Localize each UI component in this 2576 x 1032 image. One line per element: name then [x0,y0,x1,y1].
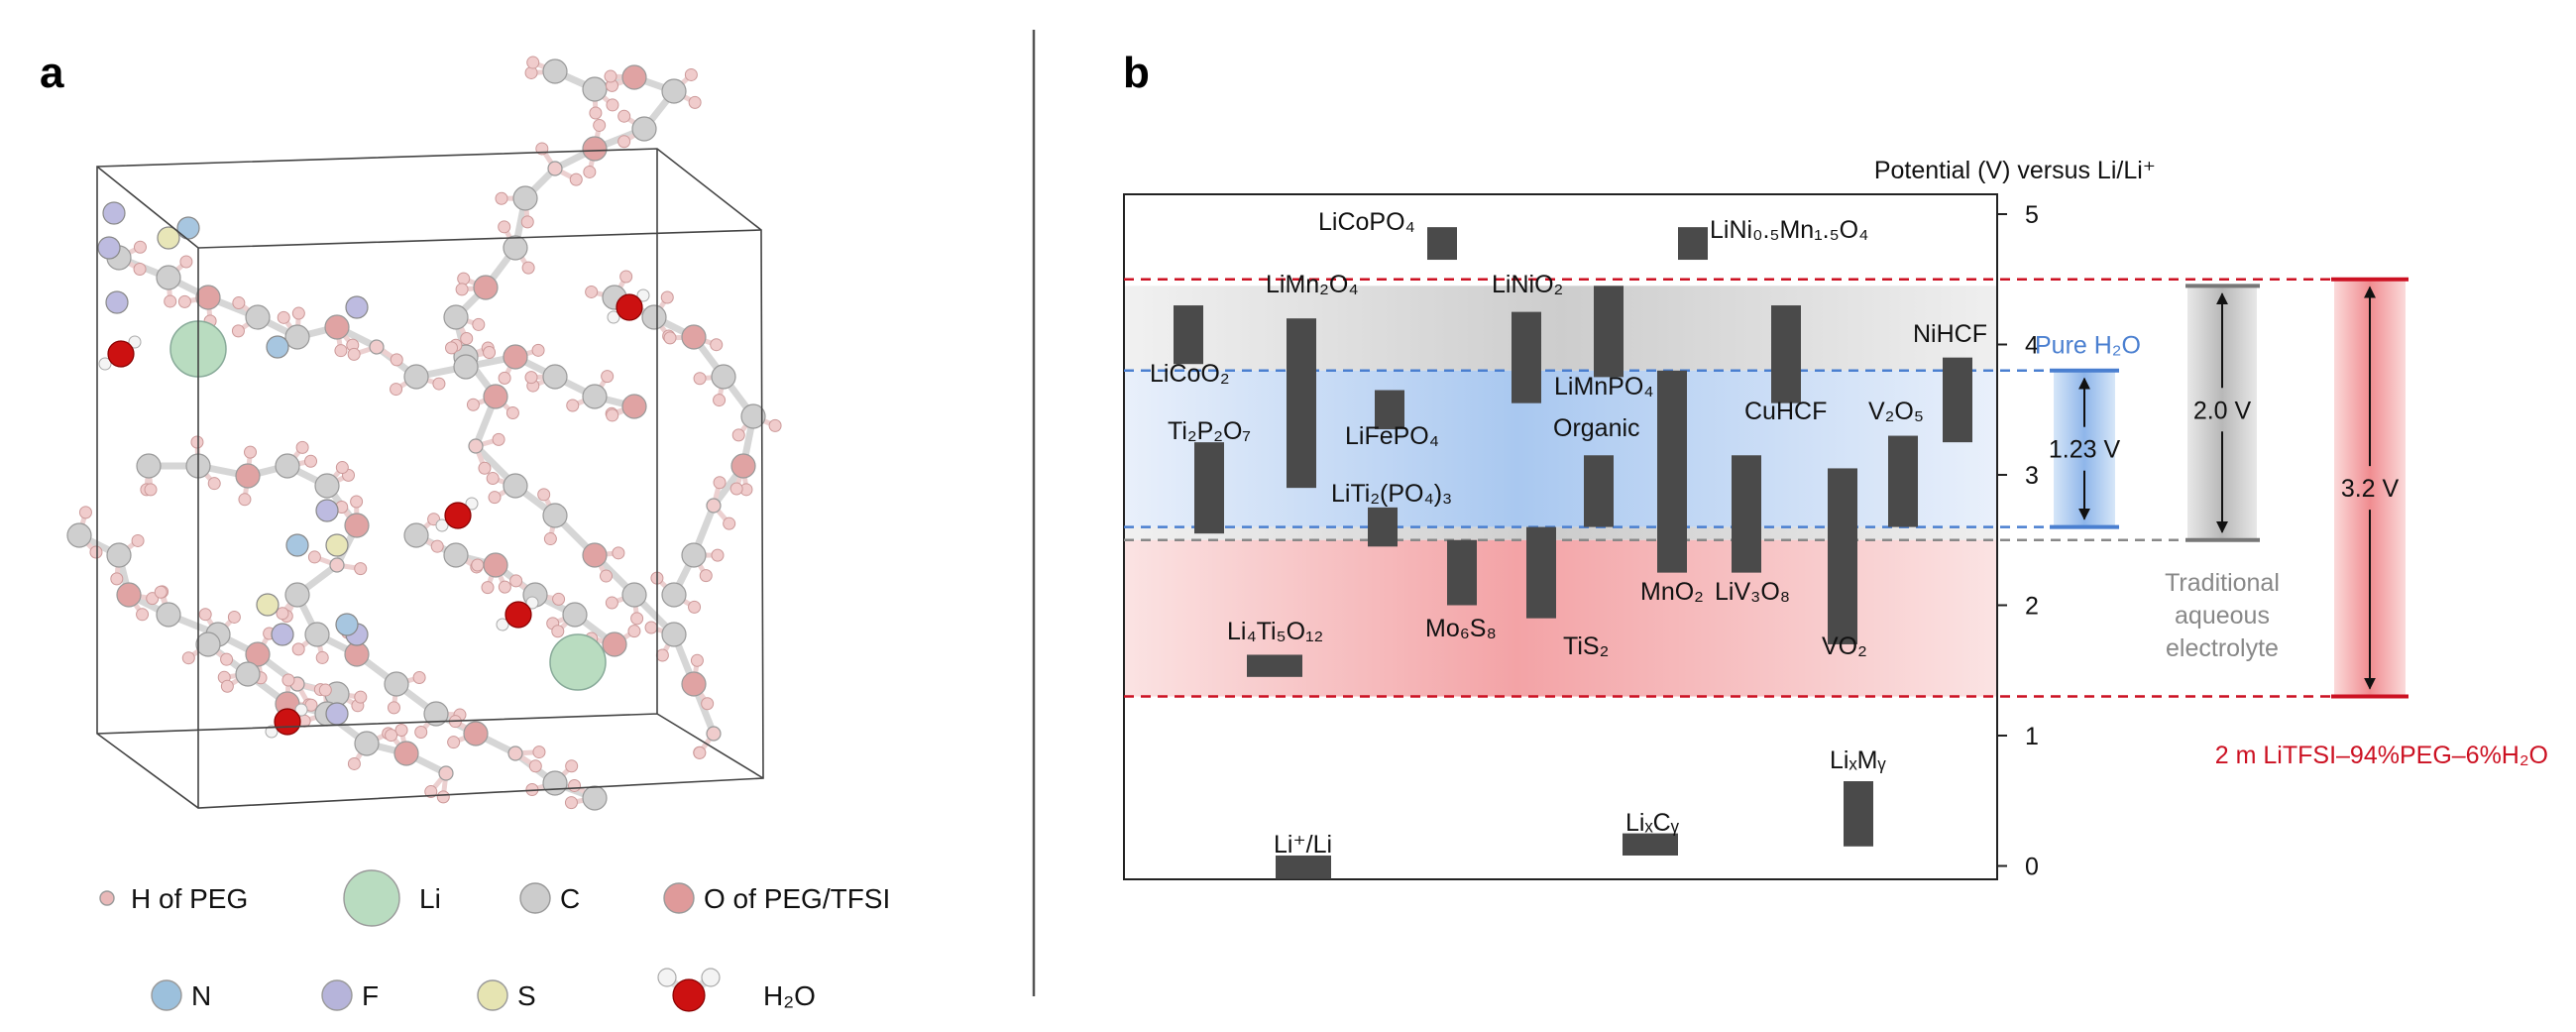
legend-label: S [517,980,536,1011]
material-label-lixcy: LiₓCᵧ [1625,809,1680,837]
material-bar-linio2 [1512,311,1541,403]
material-label-licopo4: LiCoPO₄ [1318,208,1415,236]
tick-label: 4 [2025,332,2039,360]
molecule-atoms [66,56,782,811]
atom-sphere-icon [343,869,400,927]
material-label-cuhcf: CuHCF [1744,398,1827,425]
material-label-limn2o4: LiMn₂O₄ [1266,271,1359,298]
material-label-nihcf: NiHCF [1913,320,1987,348]
legend-item-0: H of PEG [99,883,248,914]
atom-sphere-icon [663,882,695,914]
material-bar-cuhcf [1771,305,1801,403]
material-bar-vo2 [1828,468,1857,644]
legend-label: H of PEG [131,883,248,914]
pure-water-span: 1.23 V [2049,436,2121,464]
material-bar-liv3o8 [1732,455,1761,573]
material-bar-limn2o4 [1287,318,1316,489]
atom-sphere-icon [151,979,182,1011]
material-label-li-li: Li⁺/Li [1274,831,1332,859]
material-bar-organic [1584,455,1614,527]
traditional-window-upper [1124,286,1997,371]
material-label-lifepo4: LiFePO₄ [1345,422,1439,450]
material-bar-mo6s8 [1447,539,1477,606]
tick-label: 2 [2025,593,2039,621]
material-label-ti2p2o7: Ti₂P₂O₇ [1168,417,1251,445]
panel-b-label: b [1123,49,1150,97]
peg-label: 2 m LiTFSI–94%PEG–6%H₂O [2215,742,2548,769]
traditional-span: 2.0 V [2193,397,2252,424]
legend-item-4: N [151,979,211,1011]
material-bar-v2o5 [1888,435,1918,527]
material-bar-licopo4 [1427,227,1457,261]
material-label-lini-mn: LiNi₀.₅Mn₁.₅O₄ [1710,216,1868,244]
panel-a-label: a [40,49,64,97]
atom-legend: H of PEG Li C O of PEG/TFSI N F S H₂O [99,869,890,1012]
axis-title: Potential (V) versus Li/Li⁺ [1874,157,2156,184]
traditional-label-line: aqueous [2175,602,2270,630]
material-label-limnpo4: LiMnPO₄ [1554,373,1654,401]
material-label-v2o5: V₂O₅ [1868,398,1924,425]
water-molecule-icon [657,968,721,1012]
atom-sphere-icon [519,882,551,914]
traditional-label-line: Traditional [2165,569,2280,597]
molecular-structure [66,56,782,811]
material-label-licoo2: LiCoO₂ [1150,360,1230,388]
material-label-organic: Organic [1553,414,1640,442]
legend-label: Li [419,883,441,914]
legend-label: F [362,980,379,1011]
material-label-mo6s8: Mo₆S₈ [1425,615,1497,642]
material-bar-li-li [1276,855,1331,879]
potential-diagram: 5 4 3 2 1 0 Potential (V) versus Li/Li⁺ LiCoPO₄… [1123,157,2548,881]
tick-label: 5 [2025,201,2039,229]
material-label-mno2: MnO₂ [1640,578,1704,606]
tick-label: 1 [2025,723,2039,750]
legend-item-3: O of PEG/TFSI [663,882,890,914]
legend-item-1: Li [343,869,441,927]
material-bar-lifepo4 [1375,390,1404,429]
legend-label: O of PEG/TFSI [704,883,890,914]
material-label-lixmy: LiₓMᵧ [1830,746,1886,774]
atom-sphere-icon [321,979,353,1011]
material-label-liti2po43: LiTi₂(PO₄)₃ [1331,480,1452,508]
legend-item-5: F [321,979,379,1011]
material-label-linio2: LiNiO₂ [1492,271,1563,298]
material-bar-tis2 [1526,526,1556,619]
material-label-li4ti5o12: Li₄Ti₅O₁₂ [1227,618,1323,645]
material-label-vo2: VO₂ [1822,632,1867,660]
legend-label: C [560,883,580,914]
material-label-liv3o8: LiV₃O₈ [1715,578,1790,606]
legend-item-2: C [519,882,580,914]
pure-water-label: Pure H₂O [2035,332,2141,360]
material-bar-lixcy [1623,833,1678,856]
plot-frame [1123,193,1998,880]
tick-label: 0 [2025,854,2039,881]
molecule-bonds [75,59,778,806]
legend-item-6: S [477,979,536,1011]
material-bar-nihcf [1943,357,1972,443]
material-bar-licoo2 [1174,305,1203,365]
legend-item-7: H₂O [657,968,816,1012]
atom-sphere-icon [99,890,115,906]
material-label-tis2: TiS₂ [1563,632,1609,660]
legend-label: N [191,980,211,1011]
material-bar-lini-mn [1678,227,1708,261]
material-bar-li4ti5o12 [1247,654,1302,677]
atom-sphere-icon [477,979,508,1011]
material-bar-limnpo4 [1594,286,1624,378]
simulation-box [96,148,764,809]
material-bar-liti2po43 [1368,507,1398,547]
traditional-window-lower [1124,526,1997,540]
material-bar-mno2 [1657,370,1687,573]
material-bar-lixmy [1844,781,1873,847]
legend-label: H₂O [763,980,816,1011]
tick-label: 3 [2025,462,2039,490]
peg-span: 3.2 V [2341,475,2400,503]
traditional-label-line: electrolyte [2166,634,2279,662]
material-bar-ti2p2o7 [1194,442,1224,534]
